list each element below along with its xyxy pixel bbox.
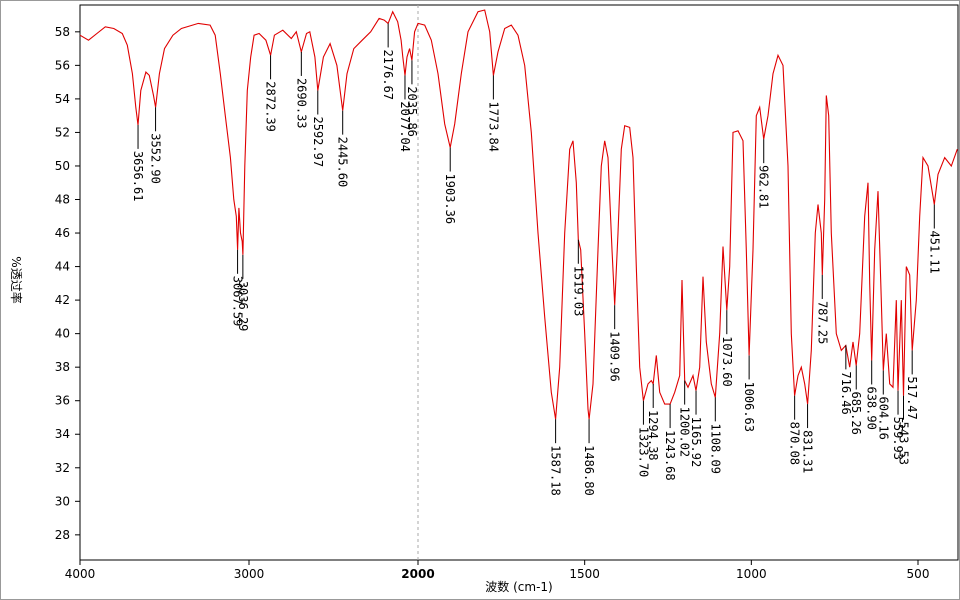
peak-label: 1200.02 (678, 407, 692, 458)
peak-label: 1073.60 (720, 336, 734, 387)
peak-label: 2872.39 (264, 81, 278, 132)
peak-label: 1323.70 (636, 427, 650, 478)
x-axis-label: 波数 (cm-1) (485, 579, 552, 594)
peak-label: 604.16 (876, 397, 890, 440)
y-tick-label: 50 (55, 159, 70, 173)
peak-label: 559.93 (891, 417, 905, 460)
x-tick-label: 4000 (65, 567, 96, 581)
peak-label: 3552.90 (149, 133, 163, 184)
peak-label: 1519.03 (571, 266, 585, 317)
peak-label: 2176.67 (381, 49, 395, 100)
y-tick-label: 52 (55, 125, 70, 139)
peak-label: 831.31 (801, 430, 815, 473)
peak-label: 2690.33 (294, 78, 308, 129)
peak-label: 2592.97 (311, 117, 325, 168)
peak-label: 3656.61 (131, 151, 145, 202)
peak-label: 870.08 (788, 422, 802, 465)
y-tick-label: 32 (55, 461, 70, 475)
y-tick-label: 42 (55, 293, 70, 307)
y-tick-label: 34 (55, 427, 70, 441)
y-tick-label: 46 (55, 226, 70, 240)
peak-label: 1165.92 (689, 417, 703, 468)
y-tick-label: 38 (55, 360, 70, 374)
peak-label: 3067.59 (231, 276, 245, 327)
y-tick-label: 44 (55, 260, 70, 274)
plot-area (79, 4, 959, 561)
peak-label: 2077.04 (398, 101, 412, 152)
peak-label: 1294.38 (646, 410, 660, 461)
peak-label: 638.90 (865, 386, 879, 429)
y-tick-label: 28 (55, 528, 70, 542)
y-tick-label: 48 (55, 193, 70, 207)
y-tick-label: 54 (55, 92, 70, 106)
peak-label: 1108.09 (708, 423, 722, 474)
x-tick-label: 1500 (569, 567, 600, 581)
peak-label: 1903.36 (443, 174, 457, 225)
peak-label: 1243.68 (663, 430, 677, 481)
peak-label: 2035.86 (405, 86, 419, 137)
spectrum-line (79, 9, 958, 420)
peak-label: 1773.84 (486, 101, 500, 152)
peak-label: 543.53 (896, 422, 910, 465)
y-tick-label: 36 (55, 394, 70, 408)
peak-label: 716.46 (839, 371, 853, 414)
y-tick-label: 30 (55, 494, 70, 508)
x-tick-label: 1000 (736, 567, 767, 581)
y-tick-label: 40 (55, 327, 70, 341)
peak-label: 2445.60 (336, 137, 350, 188)
peak-label: 3036.29 (236, 281, 250, 332)
peak-label: 517.47 (905, 376, 919, 419)
peak-label: 1409.96 (608, 331, 622, 382)
peak-label: 1486.80 (582, 445, 596, 496)
x-tick-label: 500 (907, 567, 930, 581)
peak-label: 451.11 (927, 231, 941, 274)
y-axis-label: %透过率 (9, 256, 24, 303)
x-tick-label: 2000 (401, 567, 434, 581)
y-tick-label: 58 (55, 25, 70, 39)
y-tick-label: 56 (55, 58, 70, 72)
peak-label: 1587.18 (549, 445, 563, 496)
peak-label: 962.81 (757, 165, 771, 208)
peak-label: 685.26 (849, 391, 863, 434)
peak-label: 1006.63 (742, 381, 756, 432)
peak-label: 787.25 (815, 301, 829, 344)
x-tick-label: 3000 (234, 567, 265, 581)
